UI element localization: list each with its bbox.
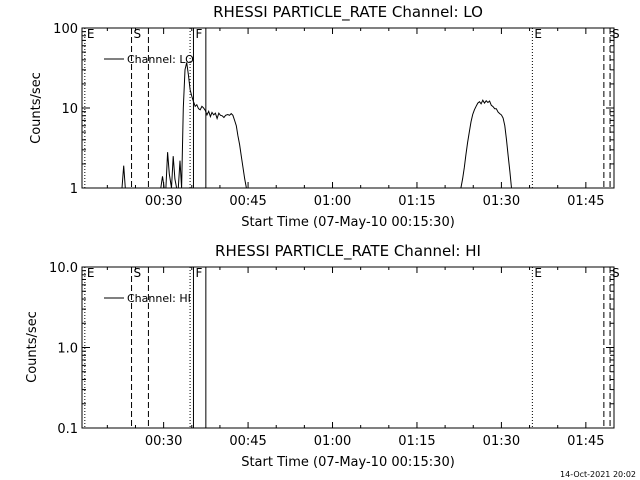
y-tick-label-lo: 1 (70, 182, 78, 197)
event-marker-label-lo: S (134, 27, 142, 41)
chart-hi: RHESSI PARTICLE_RATE Channel: HI 00:30 00… (25, 242, 620, 470)
x-tick-label-lo: 00:30 (145, 194, 182, 209)
y-tick-label-lo: 100 (53, 22, 78, 37)
event-marker-label-hi: E (87, 266, 95, 280)
event-marker-label-hi: F (195, 266, 202, 280)
x-tick-label-lo: 01:00 (314, 194, 351, 209)
y-tick-label-lo: 10 (61, 102, 78, 117)
x-tick-label-hi: 01:45 (567, 434, 604, 449)
event-marker-label-lo: F (195, 27, 202, 41)
event-marker-label-lo: E (534, 27, 542, 41)
legend-label-lo: Channel: LO (127, 53, 194, 66)
event-marker-label-lo: E (87, 27, 95, 41)
chart-lo: RHESSI PARTICLE_RATE Channel: LO 00:30 00… (29, 3, 620, 230)
chart-hi-title: RHESSI PARTICLE_RATE Channel: HI (215, 242, 481, 261)
event-marker-label-hi: S (612, 266, 620, 280)
chart-lo-legend: Channel: LO (104, 53, 194, 66)
y-tick-label-hi: 0.1 (57, 422, 78, 437)
chart-lo-plot-area: 00:30 00:45 01:00 01:15 01:30 01:45 1 10 100 E S F E… (53, 22, 620, 209)
series-line-lo (121, 62, 247, 189)
event-marker-label-lo: S (612, 27, 620, 41)
y-tick-label-hi: 1.0 (57, 342, 78, 357)
x-tick-label-hi: 00:30 (145, 434, 182, 449)
chart-hi-xlabel: Start Time (07-May-10 00:15:30) (241, 455, 455, 470)
chart-lo-ylabel: Counts/sec (29, 72, 44, 144)
x-tick-label-lo: 01:15 (398, 194, 435, 209)
chart-lo-title: RHESSI PARTICLE_RATE Channel: LO (213, 3, 483, 22)
x-tick-label-lo: 00:45 (229, 194, 266, 209)
x-tick-label-hi: 01:00 (314, 434, 351, 449)
chart-hi-plot-area: 00:30 00:45 01:00 01:15 01:30 01:45 0.1 1.0 10.0… (49, 261, 620, 449)
x-tick-label-lo: 01:45 (567, 194, 604, 209)
generation-timestamp: 14-Oct-2021 20:02 (560, 470, 636, 479)
chart-hi-ylabel: Counts/sec (25, 311, 40, 383)
x-tick-label-hi: 01:15 (398, 434, 435, 449)
x-tick-label-lo: 01:30 (483, 194, 520, 209)
series-line-lo (460, 99, 512, 189)
event-marker-label-hi: S (134, 266, 142, 280)
x-tick-label-hi: 00:45 (229, 434, 266, 449)
x-tick-label-hi: 01:30 (483, 434, 520, 449)
legend-label-hi: Channel: HI (127, 292, 191, 305)
event-marker-label-hi: E (534, 266, 542, 280)
chart-hi-legend: Channel: HI (104, 292, 191, 305)
chart-lo-xlabel: Start Time (07-May-10 00:15:30) (241, 215, 455, 230)
y-tick-label-hi: 10.0 (49, 261, 78, 276)
